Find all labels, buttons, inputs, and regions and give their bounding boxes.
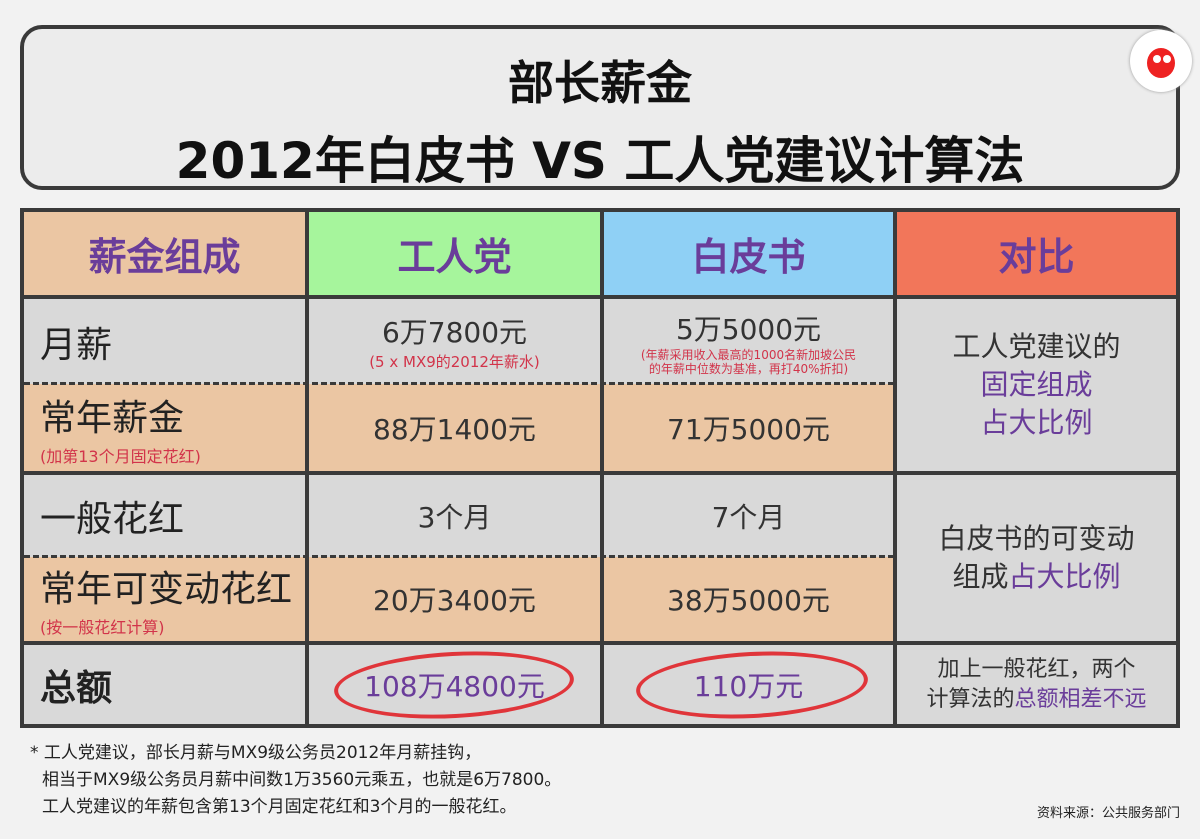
divider	[24, 382, 894, 385]
row-label-annual: 常年薪金 (加第13个月固定花红)	[24, 384, 305, 471]
row-label-total: 总额	[24, 645, 305, 724]
title-line2: 2012年白皮书 VS 工人党建议计算法	[175, 132, 1025, 190]
compare-fixed: 工人党建议的 固定组成 占大比例	[897, 299, 1176, 471]
title-line1: 部长薪金	[508, 56, 692, 110]
footnote-line: 工人党建议的年薪包含第13个月固定花红和3个月的一般花红。	[42, 797, 517, 817]
wb-variable: 38万5000元	[604, 557, 893, 641]
source-credit: 资料来源：公共服务部门	[1036, 806, 1180, 821]
row-label-variable: 常年可变动花红 (按一般花红计算)	[24, 557, 305, 641]
header-white-paper: 白皮书	[604, 212, 893, 295]
wb-monthly: 5万5000元 (年薪采用收入最高的1000名新加坡公民的年薪中位数为基准，再打4…	[604, 299, 893, 384]
wp-total: 108万4800元	[309, 645, 600, 724]
compare-variable: 白皮书的可变动 组成占大比例	[897, 475, 1176, 641]
title-box: 部长薪金 2012年白皮书 VS 工人党建议计算法	[20, 25, 1180, 190]
footnote-line: 相当于MX9级公务员月薪中间数1万3560元乘五，也就是6万7800。	[42, 770, 562, 790]
wp-annual: 88万1400元	[309, 384, 600, 471]
wb-annual: 71万5000元	[604, 384, 893, 471]
wp-monthly: 6万7800元 (5 x MX9的2012年薪水)	[309, 299, 600, 384]
compare-total: 加上一般花红，两个 计算法的总额相差不远	[897, 645, 1176, 724]
wp-variable: 20万3400元	[309, 557, 600, 641]
wp-bonus: 3个月	[309, 475, 600, 557]
row-label-monthly: 月薪	[24, 299, 305, 384]
footnote: * 工人党建议，部长月薪与MX9级公务员2012年月薪挂钩， 相当于MX9级公务…	[30, 740, 561, 821]
wb-bonus: 7个月	[604, 475, 893, 557]
salary-table: 薪金组成 工人党 白皮书 对比 月薪 6万7800元 (5 x MX9的2012年…	[20, 208, 1180, 728]
header-compare: 对比	[897, 212, 1176, 295]
ant-logo-icon	[1130, 30, 1192, 92]
divider	[24, 555, 894, 558]
footnote-line: * 工人党建议，部长月薪与MX9级公务员2012年月薪挂钩，	[30, 743, 482, 763]
header-components: 薪金组成	[24, 212, 305, 295]
wb-total: 110万元	[604, 645, 893, 724]
row-label-bonus: 一般花红	[24, 475, 305, 557]
header-workers-party: 工人党	[309, 212, 600, 295]
